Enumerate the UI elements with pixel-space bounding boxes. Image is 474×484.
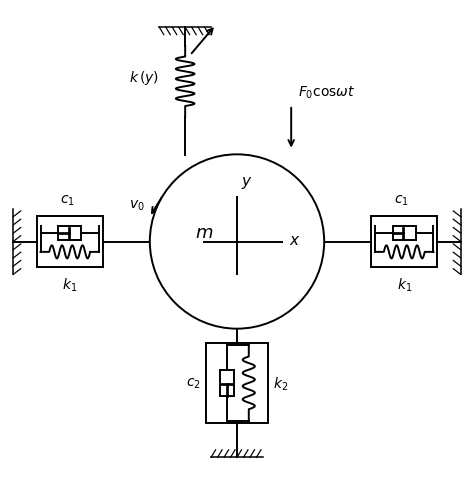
- Text: $m$: $m$: [195, 224, 213, 242]
- Text: $c_1$: $c_1$: [60, 193, 75, 208]
- Text: $c_2$: $c_2$: [186, 376, 201, 390]
- Bar: [219, 370, 234, 396]
- Circle shape: [150, 155, 324, 329]
- Text: $k\,(y)$: $k\,(y)$: [129, 68, 159, 86]
- Bar: [58, 227, 81, 241]
- Text: $x$: $x$: [289, 232, 301, 247]
- Bar: [206, 343, 268, 423]
- Text: $F_0\mathrm{cos}\omega t$: $F_0\mathrm{cos}\omega t$: [298, 85, 356, 101]
- Bar: [36, 216, 103, 268]
- Text: $k_1$: $k_1$: [397, 276, 412, 294]
- Text: $y$: $y$: [241, 174, 252, 190]
- Text: $k_2$: $k_2$: [273, 375, 289, 392]
- Bar: [371, 216, 438, 268]
- Text: $v_0$: $v_0$: [129, 198, 145, 212]
- Text: $c_1$: $c_1$: [394, 193, 410, 208]
- Bar: [393, 227, 416, 241]
- Text: $k_1$: $k_1$: [62, 276, 77, 294]
